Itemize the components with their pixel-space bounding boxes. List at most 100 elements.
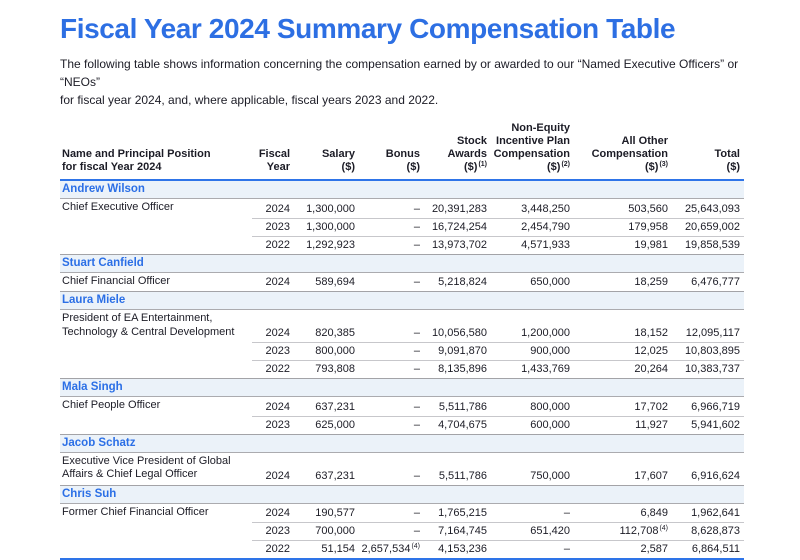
- other-cell: 6,849: [574, 503, 672, 524]
- total-cell: 6,864,511: [672, 540, 744, 560]
- stock-value: 4,704,675: [438, 418, 487, 431]
- year-value: 2023: [265, 220, 290, 233]
- neip-value: 4,571,933: [521, 238, 570, 251]
- executive-name: Mala Singh: [62, 381, 123, 394]
- position-cell: [60, 360, 252, 380]
- bonus-value: –: [413, 418, 420, 431]
- other-value: 11,927: [635, 418, 668, 431]
- salary-value: 1,292,923: [306, 238, 355, 251]
- total-value: 6,916,624: [691, 470, 740, 483]
- column-header-label: Total ($): [714, 147, 740, 174]
- neip-value: 2,454,790: [521, 220, 570, 233]
- other-value: 2,587: [640, 543, 668, 556]
- column-header-year: Fiscal Year: [252, 121, 297, 182]
- compensation-row: Chief Executive Officer 2024 1,300,000 –20,…: [60, 198, 744, 219]
- page-subtitle: The following table shows information co…: [60, 56, 739, 107]
- bonus-cell: –: [359, 309, 424, 344]
- stock-value: 8,135,896: [438, 363, 487, 376]
- other-cell: 112,708(4): [574, 522, 672, 542]
- year-cell: 2023: [252, 218, 297, 237]
- executive-name-cell: Jacob Schatz: [60, 434, 744, 453]
- neip-cell: 1,433,769: [491, 360, 574, 380]
- year-cell: 2022: [252, 236, 297, 255]
- total-cell: 25,643,093: [672, 198, 744, 219]
- year-value: 2023: [265, 525, 290, 538]
- salary-value: 820,385: [315, 327, 355, 340]
- neip-cell: –: [491, 540, 574, 560]
- compensation-row: 2023 700,000 – 7,164,745 651,420 112,708(4) 8,…: [60, 522, 744, 542]
- column-header-label: Bonus ($): [385, 147, 420, 174]
- year-value: 2024: [265, 202, 290, 215]
- compensation-row: 2023 800,000 – 9,091,870 900,000 12,025 10,803…: [60, 342, 744, 362]
- executive-name-cell: Chris Suh: [60, 485, 744, 505]
- salary-cell: 1,292,923: [297, 236, 359, 255]
- stock-cell: 4,153,236: [424, 540, 491, 560]
- total-cell: 10,383,737: [672, 360, 744, 380]
- stock-value: 10,056,580: [431, 327, 487, 340]
- bonus-cell: –: [359, 272, 424, 293]
- position-cell: [60, 218, 252, 236]
- bonus-cell: –: [359, 522, 424, 542]
- compensation-row: 2022 51,154 2,657,534(4) 4,153,236 – 2,587 6,8…: [60, 540, 744, 560]
- stock-cell: 7,164,745: [424, 522, 491, 542]
- year-cell: 2022: [252, 540, 297, 560]
- salary-value: 1,300,000: [306, 202, 355, 215]
- year-value: 2022: [265, 363, 290, 376]
- year-cell: 2024: [252, 309, 297, 344]
- bonus-value: –: [413, 363, 420, 376]
- column-header-label: Non-Equity Incentive Plan Compensation (…: [493, 121, 570, 174]
- total-value: 19,858,539: [684, 238, 740, 251]
- total-value: 1,962,641: [691, 507, 740, 520]
- executive-name: Andrew Wilson: [62, 183, 145, 196]
- position-cell: [60, 236, 252, 255]
- stock-cell: 16,724,254: [424, 218, 491, 237]
- bonus-value: –: [413, 400, 420, 413]
- column-header-other: All Other Compensation ($)(3): [574, 121, 672, 182]
- footnote-marker: (1): [478, 161, 487, 169]
- column-header-label: All Other Compensation ($): [591, 134, 668, 174]
- total-cell: 12,095,117: [672, 309, 744, 344]
- other-cell: 2,587: [574, 540, 672, 560]
- total-cell: 6,476,777: [672, 272, 744, 293]
- total-value: 8,628,873: [691, 525, 740, 538]
- total-value: 6,476,777: [691, 276, 740, 289]
- executive-name: Jacob Schatz: [62, 436, 136, 449]
- compensation-row: Chief People Officer 2024 637,231 – 5,511,78…: [60, 396, 744, 417]
- neip-cell: 1,200,000: [491, 309, 574, 344]
- compensation-row: Executive Vice President of Global Affai…: [60, 452, 744, 487]
- year-cell: 2024: [252, 396, 297, 417]
- year-cell: 2022: [252, 360, 297, 380]
- neip-value: 3,448,250: [521, 202, 570, 215]
- bonus-cell: –: [359, 396, 424, 417]
- salary-cell: 190,577: [297, 503, 359, 524]
- bonus-cell: –: [359, 218, 424, 237]
- salary-value: 800,000: [315, 345, 355, 358]
- executive-name-cell: Stuart Canfield: [60, 254, 744, 273]
- stock-value: 13,973,702: [431, 238, 487, 251]
- other-cell: 11,927: [574, 416, 672, 435]
- footnote-marker: (4): [659, 525, 668, 533]
- bonus-cell: –: [359, 452, 424, 487]
- year-value: 2023: [265, 345, 290, 358]
- total-cell: 6,966,719: [672, 396, 744, 417]
- stock-cell: 1,765,215: [424, 503, 491, 524]
- position-cell: Chief Financial Officer: [60, 272, 252, 293]
- bonus-value: 2,657,534: [361, 543, 411, 556]
- stock-cell: 9,091,870: [424, 342, 491, 362]
- other-cell: 18,152: [574, 309, 672, 344]
- year-value: 2022: [265, 543, 290, 556]
- stock-value: 5,511,786: [438, 400, 487, 413]
- neip-cell: 750,000: [491, 452, 574, 487]
- year-cell: 2023: [252, 416, 297, 435]
- salary-cell: 589,694: [297, 272, 359, 293]
- footnote-marker: (4): [411, 543, 420, 551]
- bonus-value: –: [413, 276, 420, 289]
- year-value: 2024: [265, 276, 290, 289]
- stock-cell: 5,511,786: [424, 396, 491, 417]
- neip-value: 1,200,000: [521, 327, 570, 340]
- compensation-row: President of EA Entertainment, Technolog…: [60, 309, 744, 344]
- salary-cell: 637,231: [297, 452, 359, 487]
- position-cell: Former Chief Financial Officer: [60, 504, 252, 523]
- compensation-row: 2023 625,000 – 4,704,675 600,000 11,927 5,941,…: [60, 416, 744, 435]
- year-value: 2024: [265, 470, 290, 483]
